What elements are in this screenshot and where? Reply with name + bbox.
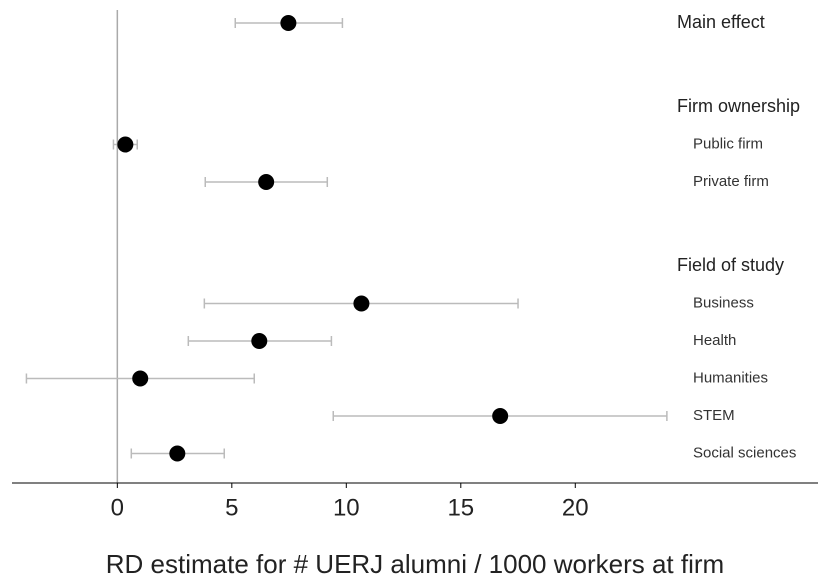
point: [169, 445, 186, 462]
row-label: Business: [693, 294, 754, 311]
row-label: Health: [693, 332, 736, 349]
point: [117, 136, 134, 153]
row-label: Private firm: [693, 173, 769, 190]
point: [492, 408, 509, 424]
x-tick-label: 15: [447, 494, 474, 521]
point: [353, 295, 370, 312]
point: [251, 333, 268, 349]
x-tick-label: 10: [333, 494, 360, 521]
group-label: Firm ownership: [677, 96, 800, 116]
group-label: Field of study: [677, 255, 784, 275]
x-axis-label: RD estimate for # UERJ alumni / 1000 wor…: [106, 549, 724, 579]
row-label: STEM: [693, 407, 735, 424]
row-label: Humanities: [693, 369, 768, 386]
row-label: Social sciences: [693, 444, 796, 461]
x-tick-label: 20: [562, 494, 589, 521]
x-tick-label: 0: [111, 494, 124, 521]
point: [280, 15, 297, 31]
point: [132, 370, 149, 387]
x-tick-label: 5: [225, 494, 238, 521]
row-label: Public firm: [693, 135, 763, 152]
group-label: Main effect: [677, 12, 765, 32]
point: [258, 174, 275, 190]
